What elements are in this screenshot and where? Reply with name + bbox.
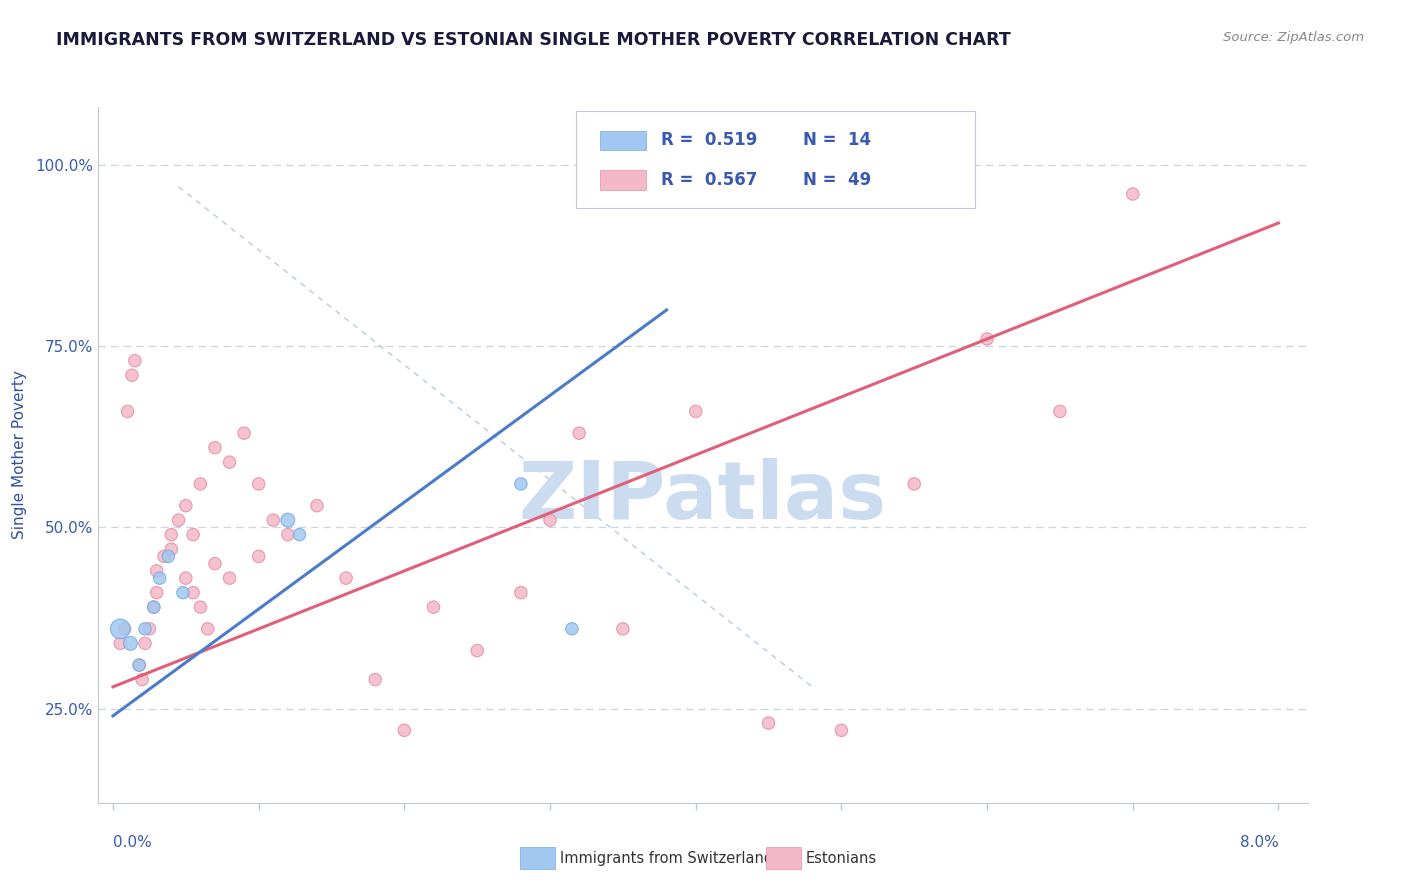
Point (120, 636, 142, 650)
Point (262, 513, 284, 527)
Point (305, 499, 328, 513)
Point (612, 158, 634, 172)
Point (218, 571, 240, 585)
Point (190, 476, 212, 491)
Point (142, 600, 165, 615)
Point (509, 476, 531, 491)
Point (204, 557, 226, 571)
Point (172, 585, 194, 599)
Point (174, 499, 197, 513)
Point (124, 353, 146, 368)
Point (110, 622, 132, 636)
FancyBboxPatch shape (576, 111, 976, 208)
Point (114, 622, 136, 636)
Text: Immigrants from Switzerland: Immigrants from Switzerland (560, 851, 773, 865)
Point (149, 571, 172, 585)
Point (568, 426, 591, 441)
Point (465, 643, 488, 657)
Point (157, 549, 180, 564)
Point (134, 622, 156, 636)
Point (277, 513, 299, 527)
Point (181, 585, 204, 599)
Text: Source: ZipAtlas.com: Source: ZipAtlas.com (1223, 31, 1364, 45)
Point (142, 600, 165, 615)
Text: R =  0.567: R = 0.567 (661, 171, 756, 189)
Point (134, 636, 156, 650)
Point (160, 542, 183, 557)
Point (145, 585, 167, 599)
Text: N =  49: N = 49 (803, 171, 872, 189)
Point (561, 622, 583, 636)
Point (204, 441, 226, 455)
Bar (600, 131, 647, 150)
Point (138, 622, 160, 636)
Point (1122, 187, 1144, 202)
Point (181, 527, 204, 541)
Point (160, 527, 183, 541)
Point (422, 600, 444, 615)
Point (277, 527, 299, 541)
Point (394, 723, 416, 738)
Point (128, 658, 150, 673)
Point (131, 673, 153, 687)
Point (247, 549, 270, 564)
Point (110, 636, 132, 650)
Point (288, 527, 311, 541)
Point (335, 571, 357, 585)
Text: 8.0%: 8.0% (1240, 836, 1278, 850)
Text: 0.0%: 0.0% (112, 836, 152, 850)
Text: IMMIGRANTS FROM SWITZERLAND VS ESTONIAN SINGLE MOTHER POVERTY CORRELATION CHART: IMMIGRANTS FROM SWITZERLAND VS ESTONIAN … (56, 31, 1011, 49)
Point (830, 723, 852, 738)
Point (509, 585, 531, 599)
Point (903, 476, 925, 491)
Point (538, 513, 561, 527)
Text: N =  14: N = 14 (803, 131, 872, 150)
Point (190, 600, 212, 615)
Bar (600, 170, 647, 190)
Point (612, 622, 634, 636)
Point (128, 658, 150, 673)
Point (364, 673, 387, 687)
Point (153, 549, 176, 564)
Text: ZIPatlas: ZIPatlas (519, 458, 887, 536)
Text: Estonians: Estonians (806, 851, 877, 865)
Point (685, 404, 707, 418)
Point (655, 158, 678, 172)
Point (976, 332, 998, 346)
Point (145, 564, 167, 578)
Point (197, 622, 219, 636)
Point (233, 426, 256, 441)
Point (247, 476, 270, 491)
Point (1049, 404, 1071, 418)
Point (121, 368, 143, 383)
Point (167, 513, 190, 527)
Point (218, 455, 240, 469)
Point (174, 571, 197, 585)
Text: R =  0.519: R = 0.519 (661, 131, 756, 150)
Point (758, 716, 780, 731)
Y-axis label: Single Mother Poverty: Single Mother Poverty (13, 370, 27, 540)
Point (117, 404, 139, 418)
